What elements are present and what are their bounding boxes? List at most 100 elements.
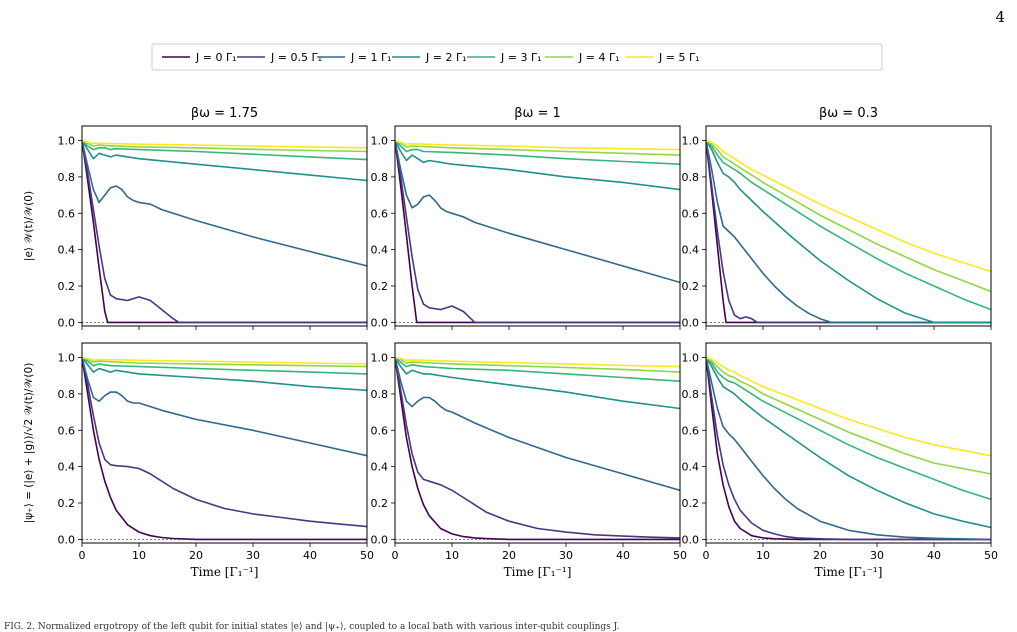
legend-label-2: J = 1 Γ₁	[350, 51, 392, 64]
y-tick-label: 0.2	[58, 280, 76, 293]
series-line-5	[706, 139, 991, 293]
x-axis-label: Time [Γ₁⁻¹]	[815, 565, 883, 579]
axes-frame	[705, 125, 992, 327]
series-line-5	[706, 356, 991, 475]
y-tick-label: 0.8	[58, 388, 76, 401]
x-tick-label: 40	[927, 549, 941, 562]
series-line-3	[82, 140, 367, 182]
series-line-0	[706, 357, 991, 541]
y-tick-label: 0.0	[371, 316, 389, 329]
y-tick-label: 0.8	[682, 388, 700, 401]
series-line-0	[395, 140, 680, 324]
legend-frame	[151, 43, 883, 71]
x-tick-label: 50	[673, 549, 687, 562]
series-group	[395, 139, 680, 324]
y-axis-label: |ψ₊⟩ = (|e⟩ + |g⟩)/√2 𝒲(t)/𝒲(0)	[23, 363, 35, 524]
panel-4: 0 10 20 30 40 50 0.0 0.2 0.4 0.6 0.8 1.0 Time [Γ₁⁻¹]	[371, 342, 687, 579]
series-group	[706, 356, 991, 541]
series-line-4	[706, 139, 991, 311]
y-tick-label: 0.4	[58, 461, 76, 474]
series-line-0	[82, 140, 367, 324]
legend-label-4: J = 3 Γ₁	[500, 51, 542, 64]
y-tick-label: 1.0	[58, 352, 76, 365]
y-tick-label: 0.6	[58, 207, 76, 220]
legend-label-6: J = 5 Γ₁	[658, 51, 700, 64]
y-tick-label: 0.6	[682, 424, 700, 437]
series-line-3	[706, 357, 991, 529]
axes-frame	[81, 342, 368, 544]
y-tick-label: 0.4	[682, 244, 700, 257]
series-line-5	[395, 356, 680, 373]
y-tick-label: 0.2	[682, 280, 700, 293]
panel-1: 0.0 0.2 0.4 0.6 0.8 1.0 βω = 1	[371, 106, 681, 330]
series-group	[706, 139, 991, 324]
y-tick-label: 0.0	[371, 533, 389, 546]
x-axis-label: Time [Γ₁⁻¹]	[191, 565, 259, 579]
series-group	[82, 356, 367, 541]
panel-5: 0 10 20 30 40 50 0.0 0.2 0.4 0.6 0.8 1.0 Time [Γ₁⁻¹]	[682, 342, 998, 579]
y-tick-label: 0.2	[371, 280, 389, 293]
series-line-1	[706, 140, 991, 324]
series-group	[395, 356, 680, 541]
panel-0: 0.0 0.2 0.4 0.6 0.8 1.0 βω = 1.75 |e⟩ 𝒲(t)/𝒲(0)	[23, 106, 368, 330]
x-tick-label: 30	[246, 549, 260, 562]
y-tick-label: 0.2	[371, 497, 389, 510]
y-tick-label: 0.2	[682, 497, 700, 510]
axes-frame	[394, 125, 681, 327]
y-tick-label: 0.4	[371, 461, 389, 474]
y-tick-label: 1.0	[58, 135, 76, 148]
y-tick-label: 0.6	[682, 207, 700, 220]
x-tick-label: 20	[813, 549, 827, 562]
y-tick-label: 0.0	[58, 316, 76, 329]
series-line-6	[395, 356, 680, 368]
series-line-1	[395, 140, 680, 324]
legend-label-3: J = 2 Γ₁	[425, 51, 467, 64]
series-line-6	[82, 139, 367, 149]
series-line-2	[82, 140, 367, 267]
y-tick-label: 1.0	[682, 352, 700, 365]
series-line-3	[395, 140, 680, 191]
panel-2: 0.0 0.2 0.4 0.6 0.8 1.0 βω = 0.3	[682, 106, 992, 330]
y-tick-label: 0.6	[371, 424, 389, 437]
y-tick-label: 0.0	[58, 533, 76, 546]
x-tick-label: 40	[303, 549, 317, 562]
series-line-5	[82, 356, 367, 368]
series-line-3	[395, 357, 680, 410]
x-tick-label: 30	[870, 549, 884, 562]
x-tick-label: 30	[559, 549, 573, 562]
x-tick-label: 10	[445, 549, 459, 562]
x-tick-label: 0	[703, 549, 710, 562]
series-line-2	[82, 357, 367, 457]
series-line-6	[706, 356, 991, 457]
axes-frame	[705, 342, 992, 544]
series-line-2	[395, 140, 680, 284]
series-line-4	[395, 139, 680, 165]
x-tick-label: 50	[984, 549, 998, 562]
series-line-6	[395, 139, 680, 151]
axes-frame	[394, 342, 681, 544]
y-tick-label: 0.6	[58, 424, 76, 437]
x-tick-label: 0	[79, 549, 86, 562]
x-tick-label: 0	[392, 549, 399, 562]
y-tick-label: 0.8	[371, 388, 389, 401]
series-line-3	[82, 357, 367, 392]
series-line-4	[395, 356, 680, 382]
legend: J = 0 Γ₁ J = 0.5 Γ₁ J = 1 Γ₁ J = 2 Γ₁ J = 3 …	[151, 43, 883, 71]
x-tick-label: 40	[616, 549, 630, 562]
series-line-0	[395, 357, 680, 541]
y-tick-label: 1.0	[371, 135, 389, 148]
series-line-3	[706, 140, 991, 324]
y-tick-label: 1.0	[371, 352, 389, 365]
x-tick-label: 50	[360, 549, 374, 562]
series-line-2	[395, 357, 680, 492]
y-tick-label: 0.0	[682, 316, 700, 329]
axes-frame	[81, 125, 368, 327]
x-tick-label: 10	[756, 549, 770, 562]
series-line-1	[82, 140, 367, 324]
page-number: 4	[995, 8, 1005, 26]
legend-label-0: J = 0 Γ₁	[195, 51, 237, 64]
y-tick-label: 0.4	[371, 244, 389, 257]
x-axis-label: Time [Γ₁⁻¹]	[504, 565, 572, 579]
y-tick-label: 0.4	[58, 244, 76, 257]
legend-label-5: J = 4 Γ₁	[578, 51, 620, 64]
